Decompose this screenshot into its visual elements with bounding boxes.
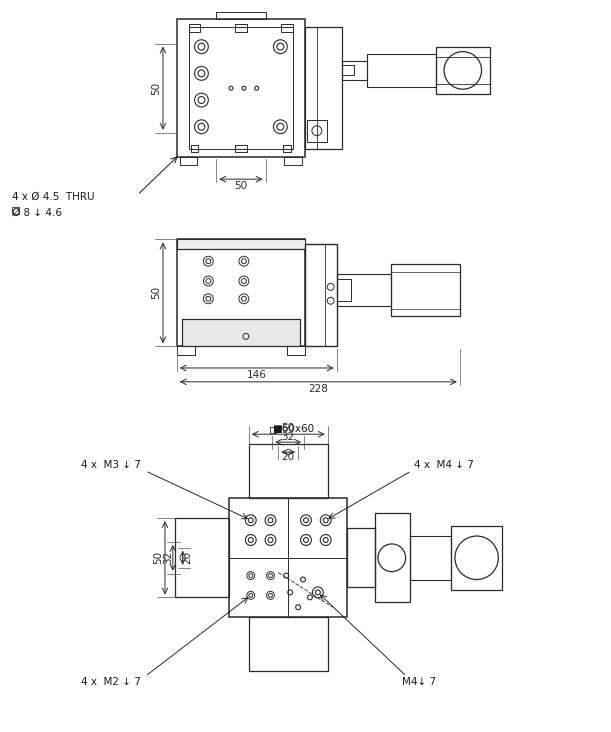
Text: 50: 50 [153,551,163,564]
Bar [287,346,305,355]
Bar [451,526,502,591]
Bar [181,318,300,346]
Bar [436,47,491,94]
Bar [271,427,276,433]
Bar [216,12,266,19]
Bar [367,53,436,87]
Bar [177,239,305,250]
Bar [180,157,197,165]
Text: 50: 50 [235,181,247,191]
Bar [375,513,409,602]
Bar [175,518,229,597]
Bar [343,61,367,81]
Bar [189,24,200,32]
Bar [284,157,302,165]
Bar [305,27,343,149]
Bar [343,65,354,75]
Text: ■60x60: ■60x60 [272,425,314,434]
Bar [235,144,247,152]
Bar [391,264,460,315]
Bar [409,536,451,580]
Bar [284,144,291,152]
Bar [249,444,327,498]
Text: 50: 50 [151,286,161,299]
Text: 20: 20 [282,452,295,462]
Bar [307,120,327,141]
Text: 20: 20 [183,551,192,564]
Bar [281,24,293,32]
Text: 4 x  M2 ↓ 7: 4 x M2 ↓ 7 [81,677,141,687]
Bar [177,239,305,346]
Bar [305,244,337,346]
Bar [337,279,351,301]
Bar [249,617,327,671]
Text: 4 x Ø 4.5  THRU: 4 x Ø 4.5 THRU [12,192,95,202]
Bar [348,528,375,588]
Text: 32: 32 [282,432,295,442]
Bar [191,144,199,152]
Text: 4 x  M3 ↓ 7: 4 x M3 ↓ 7 [81,460,141,470]
Text: 50: 50 [151,82,161,94]
Bar [235,24,247,32]
Text: 228: 228 [309,384,328,394]
Text: M4↓ 7: M4↓ 7 [401,677,436,687]
Bar [337,274,391,306]
Text: Ø 8 ↓ 4.6: Ø 8 ↓ 4.6 [12,208,62,217]
Bar [229,498,348,617]
Bar [177,19,305,157]
Text: 50: 50 [282,423,295,433]
Bar [189,27,293,149]
Bar [12,207,19,214]
Bar [177,346,194,355]
Text: 4 x  M4 ↓ 7: 4 x M4 ↓ 7 [414,460,474,470]
Text: 32: 32 [163,551,173,564]
Bar [181,318,300,346]
Text: 146: 146 [247,370,266,380]
